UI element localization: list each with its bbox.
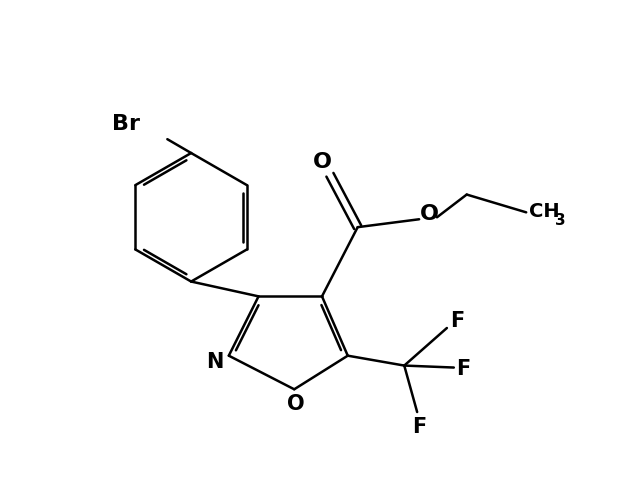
Text: O: O [312,151,332,172]
Text: F: F [412,416,426,436]
Text: N: N [207,351,224,371]
Text: Br: Br [111,114,140,134]
Text: O: O [420,204,438,224]
Text: 3: 3 [555,212,565,227]
Text: CH: CH [529,201,559,220]
Text: O: O [287,393,305,413]
Text: F: F [456,358,471,378]
Text: F: F [450,310,464,331]
